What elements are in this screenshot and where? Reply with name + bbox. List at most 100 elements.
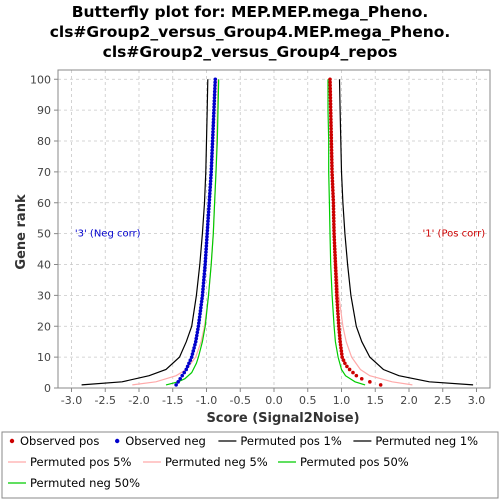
data-point [204,247,208,251]
data-point [329,136,334,140]
data-point [197,318,202,322]
x-tick-label: 0.0 [265,394,283,407]
data-point [329,123,333,128]
data-point [202,268,207,273]
data-point [328,80,332,85]
data-point [185,364,190,369]
data-point [178,376,182,381]
data-point [212,99,217,103]
y-axis-ticks: 0 10 20 30 40 50 60 70 80 90 100 [30,73,58,395]
legend-item-permuted-pos-1: Permuted pos 1% [218,434,342,448]
data-point [204,238,209,242]
data-point [201,281,206,285]
data-point [193,339,198,344]
data-point [197,321,201,325]
y-tick-label: 20 [37,320,51,333]
legend-label: Permuted pos 5% [30,455,131,469]
data-point [191,349,196,353]
data-point [209,173,213,177]
data-point [201,287,205,292]
data-point [334,290,339,295]
data-point [199,305,203,310]
data-point [209,163,214,168]
data-point [332,219,336,224]
x-tick-label: -0.5 [230,394,251,407]
y-tick-label: 0 [44,382,51,395]
data-point [329,126,333,131]
data-point [336,318,341,322]
data-point [333,253,337,258]
data-point [209,160,214,165]
data-point [331,210,336,214]
data-point [351,370,355,375]
data-point [211,126,215,131]
data-point [212,108,216,112]
series-line-permuted-pos-1 [338,79,474,386]
data-point [331,207,336,211]
data-point [204,250,208,254]
data-point [205,228,210,233]
data-point [210,145,215,149]
data-point [211,129,215,134]
y-axis-label: Gene rank [14,194,29,270]
data-point [203,262,207,267]
x-tick-label: -1.0 [196,394,217,407]
data-point [194,333,199,338]
data-point [213,80,217,85]
legend-item-permuted-neg-5: Permuted neg 5% [143,455,268,469]
data-point [332,234,337,239]
data-point [213,77,218,82]
data-point [334,287,339,292]
data-point [180,373,184,378]
data-point [330,163,334,168]
data-point [336,315,340,319]
legend-item-observed-neg: Observed neg [115,434,206,448]
legend-label: Observed pos [20,434,99,448]
data-point [332,241,337,245]
legend-label: Permuted neg 50% [30,476,140,490]
data-point [332,238,337,242]
data-point [211,114,216,119]
legend-swatch [115,438,120,444]
data-point [333,250,337,254]
data-point [174,383,178,387]
legend-swatch [9,438,15,444]
y-tick-label: 90 [37,104,51,117]
data-point [189,355,194,359]
data-point [335,296,339,301]
data-point [329,145,334,149]
data-point [331,213,336,217]
data-point [200,296,204,301]
data-point [203,259,208,264]
data-point [328,92,333,97]
data-point [330,166,334,171]
data-point [190,352,195,356]
legend-label: Permuted pos 50% [300,455,409,469]
data-point [331,204,336,208]
data-point [332,225,336,230]
data-point [205,234,209,239]
data-point [208,179,213,183]
data-point [339,346,343,350]
data-point [335,299,339,304]
x-axis-ticks: -3.0 -2.5 -2.0 -1.5 -1.0 -0.5 0.0 0.5 1.0 1.5 2.0 2… [61,388,485,407]
series-line-permuted-neg-50 [165,79,220,386]
data-point [212,95,217,100]
data-point [202,278,206,282]
data-point [337,330,342,335]
x-tick-label: 2.5 [434,394,452,407]
series-points-observed-pos [328,77,383,387]
series-line-permuted-pos-50 [327,79,366,386]
data-point [202,275,206,279]
data-point [207,200,211,205]
data-point [213,86,217,91]
data-point [209,170,214,174]
data-point [196,324,201,329]
data-point [210,136,215,140]
data-point [200,290,205,295]
data-point [339,352,344,356]
data-point [209,176,213,180]
data-point [208,188,212,193]
data-point [368,380,372,384]
